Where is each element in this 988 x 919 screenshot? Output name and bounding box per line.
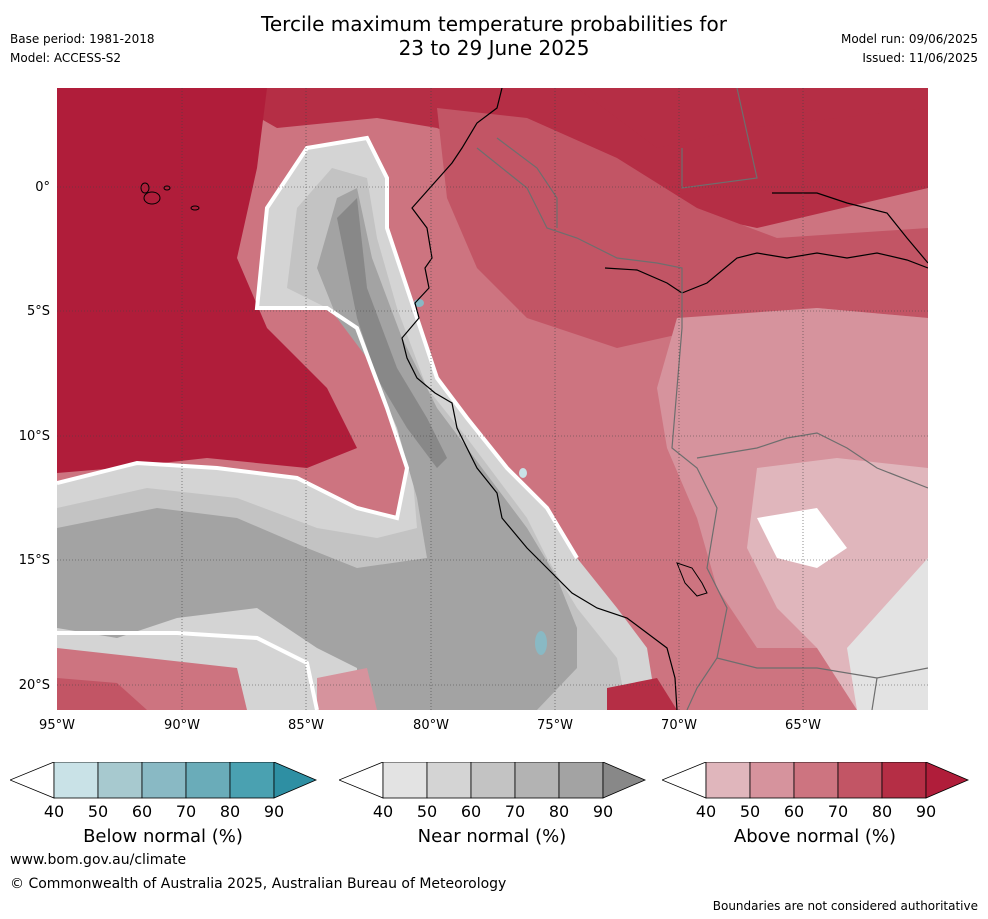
coastline [401,88,678,710]
galapagos-island [163,185,171,191]
graticule [57,88,928,710]
lon-tick-label: 90°W [164,718,200,733]
colorbar-above-tick: 60 [783,802,805,821]
galapagos-island [190,205,200,211]
issued-text: Issued: 11/06/2025 [862,51,978,65]
lon-tick-label: 65°W [785,718,821,733]
map-title-line2: 23 to 29 June 2025 [398,36,590,60]
colorbar-below-segment [97,762,143,799]
lon-tick-label: 70°W [661,718,697,733]
colorbar-above-extend-high [925,762,970,799]
below-normal-spot-3 [519,468,527,478]
field-above-80-ne [57,88,928,148]
colorbar-below-tick: 80 [219,802,241,821]
colorbar-below-segment [185,762,231,799]
field-white-1 [757,508,847,568]
border-ecuador [496,137,558,228]
map-title-line1: Tercile maximum temperature probabilitie… [261,12,727,36]
colorbar-above-segment [705,762,751,799]
galapagos-island [140,182,150,194]
colorbar-near-tick: 50 [416,802,438,821]
colorbar-near-tick: 70 [504,802,526,821]
colorbar-below-segment [53,762,99,799]
lon-tick-label: 80°W [413,718,449,733]
colorbar-near-segment [470,762,516,799]
border-colombia [681,88,758,189]
colorbar-near-segment [426,762,472,799]
colorbar-above-segment [749,762,795,799]
river-amazon [604,252,928,294]
galapagos-island [143,191,161,205]
colorbar-above-extend-low [662,762,707,799]
colorbar-near-extend-high [602,762,647,799]
colorbar-below [10,762,318,799]
field-above-sw-2 [57,678,147,710]
colorbar-above-tick: 90 [915,802,937,821]
copyright-text: © Commonwealth of Australia 2025, Austra… [10,876,507,892]
colorbar-above-tick: 40 [695,802,717,821]
colorbar-above-segment [837,762,883,799]
model-run-text: Model run: 09/06/2025 [840,32,978,46]
colorbar-below-tick: 70 [175,802,197,821]
colorbar-near-title: Near normal (%) [417,826,567,847]
colorbar-near-extend-low [339,762,384,799]
colorbar-below-tick: 50 [87,802,109,821]
probability-map [57,88,928,710]
colorbar-below-extend-low [10,762,55,799]
colorbar-above-segment [881,762,927,799]
lake-titicaca [676,562,708,597]
colorbar-near-segment [382,762,428,799]
colorbar-near-tick: 90 [592,802,614,821]
border-peru [476,147,728,710]
lat-tick-label: 15°S [18,553,50,568]
colorbar-below-segment [141,762,187,799]
below-normal-spot-2 [535,631,547,655]
field-near-80 [57,188,577,710]
colorbar-below-tick: 90 [263,802,285,821]
lon-tick-label: 75°W [537,718,573,733]
colorbar-above-tick: 70 [827,802,849,821]
field-above-70-land [437,108,928,348]
border-bolivia-n [696,432,928,489]
website-link[interactable]: www.bom.gov.au/climate [10,852,187,868]
tercile-boundary-south [57,631,319,710]
colorbar-below-tick: 60 [131,802,153,821]
field-above-s-pocket [317,668,377,710]
colorbar-above [662,762,970,799]
lon-tick-label: 95°W [39,718,75,733]
lon-tick-label: 85°W [288,718,324,733]
lat-tick-label: 0° [35,180,50,195]
colorbar-near-tick: 80 [548,802,570,821]
field-above-s-pocket2 [607,678,677,710]
model-text: Model: ACCESS-S2 [10,51,122,65]
river-negro [772,192,928,264]
colorbar-near-segment [514,762,560,799]
colorbar-below-extend-high [273,762,318,799]
border-bolivia-s [716,657,928,679]
colorbar-below-tick: 40 [43,802,65,821]
field-above-90-west [57,88,357,473]
colorbar-below-segment [229,762,275,799]
lat-tick-label: 5°S [26,304,50,319]
colorbar-near-segment [558,762,604,799]
tercile-boundary-north [57,135,579,560]
border-chile [871,677,878,710]
field-near-90 [337,198,447,468]
lat-tick-label: 10°S [18,429,50,444]
colorbar-near-tick: 40 [372,802,394,821]
colorbar-near-tick: 60 [460,802,482,821]
colorbar-near [339,762,647,799]
colorbar-above-tick: 80 [871,802,893,821]
colorbar-above-segment [793,762,839,799]
colorbar-above-title: Above normal (%) [733,826,897,847]
colorbar-below-title: Below normal (%) [83,826,243,847]
base-period-text: Base period: 1981-2018 [10,32,155,46]
map-title: Tercile maximum temperature probabilitie… [0,12,988,60]
disclaimer-text: Boundaries are not considered authoritat… [712,899,978,913]
lat-tick-label: 20°S [18,678,50,693]
colorbar-above-tick: 50 [739,802,761,821]
